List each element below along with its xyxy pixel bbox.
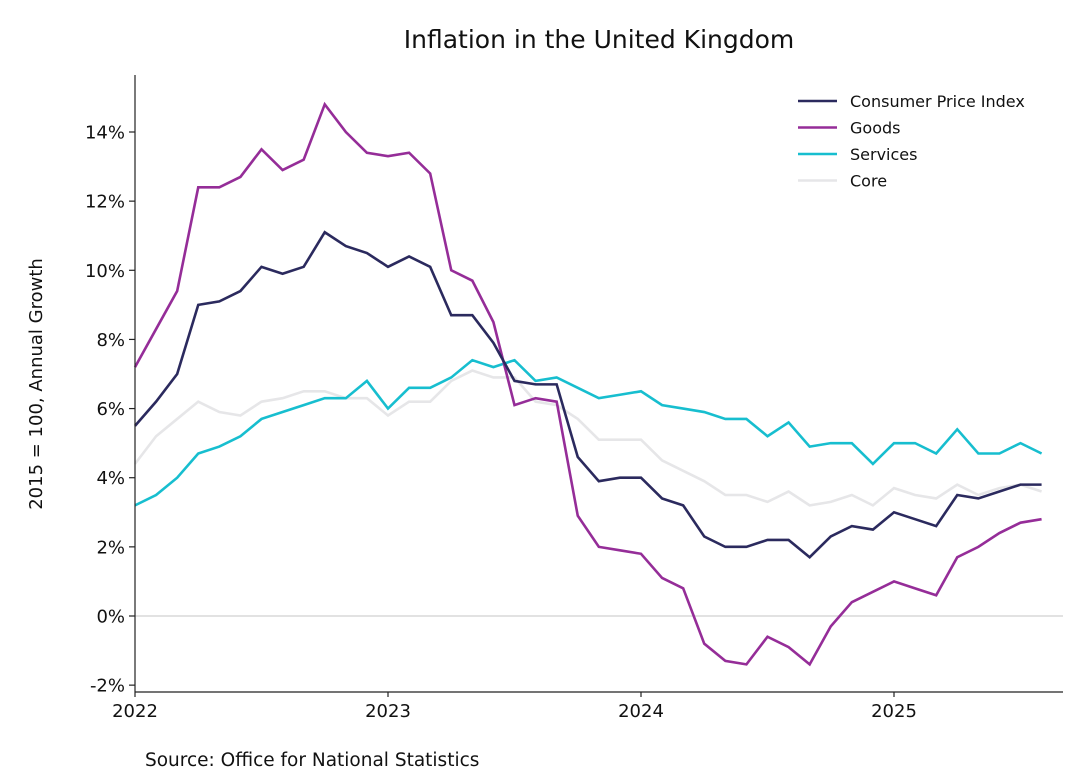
y-tick-label: 6% xyxy=(96,399,125,420)
y-tick-label: 14% xyxy=(85,123,125,144)
x-tick-label: 2022 xyxy=(112,701,158,722)
series-line-goods xyxy=(133,101,1042,667)
legend-item-goods: Goods xyxy=(798,119,900,138)
y-tick-label: 8% xyxy=(96,330,125,351)
series-layer xyxy=(133,101,1043,667)
plot-area: -2% 0% 2% 4% 6% 8% 10% 12% 14% 2022 2023 2024 2025 xyxy=(85,75,1063,722)
x-tick-label: 2023 xyxy=(365,701,411,722)
y-tick-label: 4% xyxy=(96,468,125,489)
series-line-consumer-price-index xyxy=(134,230,1042,559)
y-axis-label: 2015 = 100, Annual Growth xyxy=(26,258,47,510)
y-tick-label: 2% xyxy=(96,537,125,558)
y-tick-label: 10% xyxy=(85,261,125,282)
y-tick-label: -2% xyxy=(90,676,125,697)
legend-item-services: Services xyxy=(798,145,917,164)
x-tick-label: 2024 xyxy=(618,701,664,722)
series-line-services xyxy=(134,358,1043,507)
legend-item-core: Core xyxy=(798,172,887,191)
x-tick-label: 2025 xyxy=(871,701,917,722)
y-tick-label: 0% xyxy=(96,607,125,628)
y-axis-ticks: -2% 0% 2% 4% 6% 8% 10% 12% 14% xyxy=(85,123,135,697)
series-line-core xyxy=(133,369,1042,507)
y-tick-label: 12% xyxy=(85,192,125,213)
source-note: Source: Office for National Statistics xyxy=(145,750,479,771)
legend-item-consumer-price-index: Consumer Price Index xyxy=(798,92,1025,111)
legend-label: Services xyxy=(850,145,917,164)
legend: Consumer Price Index Goods Services Core xyxy=(798,92,1025,191)
legend-label: Core xyxy=(850,172,887,191)
x-axis-ticks: 2022 2023 2024 2025 xyxy=(112,692,917,722)
legend-label: Goods xyxy=(850,119,900,138)
chart-title: Inflation in the United Kingdom xyxy=(404,25,795,54)
legend-label: Consumer Price Index xyxy=(850,92,1025,111)
